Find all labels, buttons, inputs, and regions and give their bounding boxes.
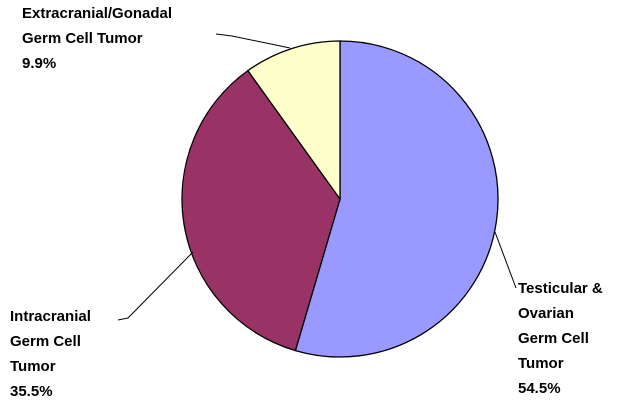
pie-slice [294,40,499,358]
value-label: 9.9% [22,55,56,72]
value-label: 54.5% [518,380,561,397]
leader-line [494,231,517,289]
leader-line [215,33,291,49]
slice-label: Testicular & Ovarian Germ Cell Tumor [518,280,603,372]
value-label: 35.5% [10,383,53,400]
pie-slice [246,40,341,202]
slice-label: Intracranial Germ Cell Tumor [10,308,91,375]
slice-label: Extracranial/Gonadal Germ Cell Tumor [22,5,172,47]
pie-slice [181,69,341,352]
leader-line [117,251,194,321]
